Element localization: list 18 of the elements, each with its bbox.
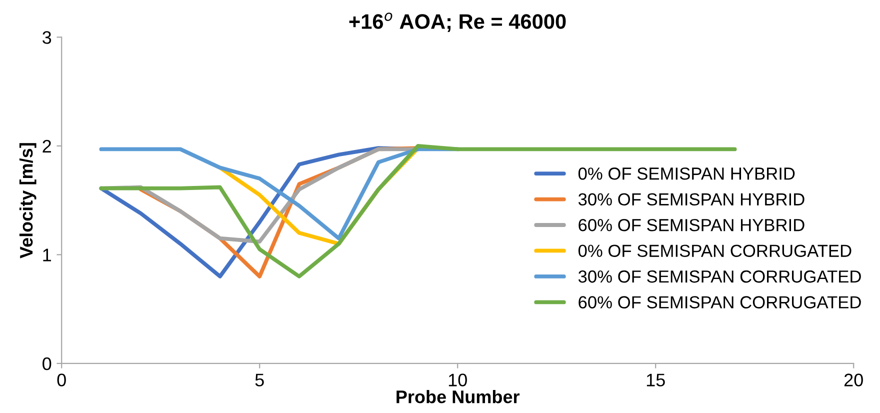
x-tick-label: 10 [448,374,467,386]
legend-label: 30% OF SEMISPAN CORRUGATED [578,270,861,283]
y-tick-label: 2 [42,140,51,152]
x-tick-label: 15 [646,374,665,386]
y-tick-label: 1 [43,248,51,262]
x-tick-label: 20 [844,374,863,386]
y-tick-label: 3 [42,31,52,44]
y-axis-title: Velocity [m/s] [19,143,36,258]
legend-label: 60% OF SEMISPAN CORRUGATED [578,296,861,308]
y-tick-label: 0 [42,357,52,370]
chart-title: +16$^{o}$ AOA; Re = 46000 [349,12,566,32]
legend-label: 60% OF SEMISPAN HYBRID [578,218,804,232]
legend-label: 0% OF SEMISPAN CORRUGATED [578,244,852,257]
legend-label: 30% OF SEMISPAN HYBRID [578,193,804,206]
x-axis-title: Probe Number [396,390,520,404]
x-tick-label: 5 [255,374,264,386]
x-tick-label: 0 [57,374,66,386]
legend-label: 0% OF SEMISPAN HYBRID [578,167,795,180]
